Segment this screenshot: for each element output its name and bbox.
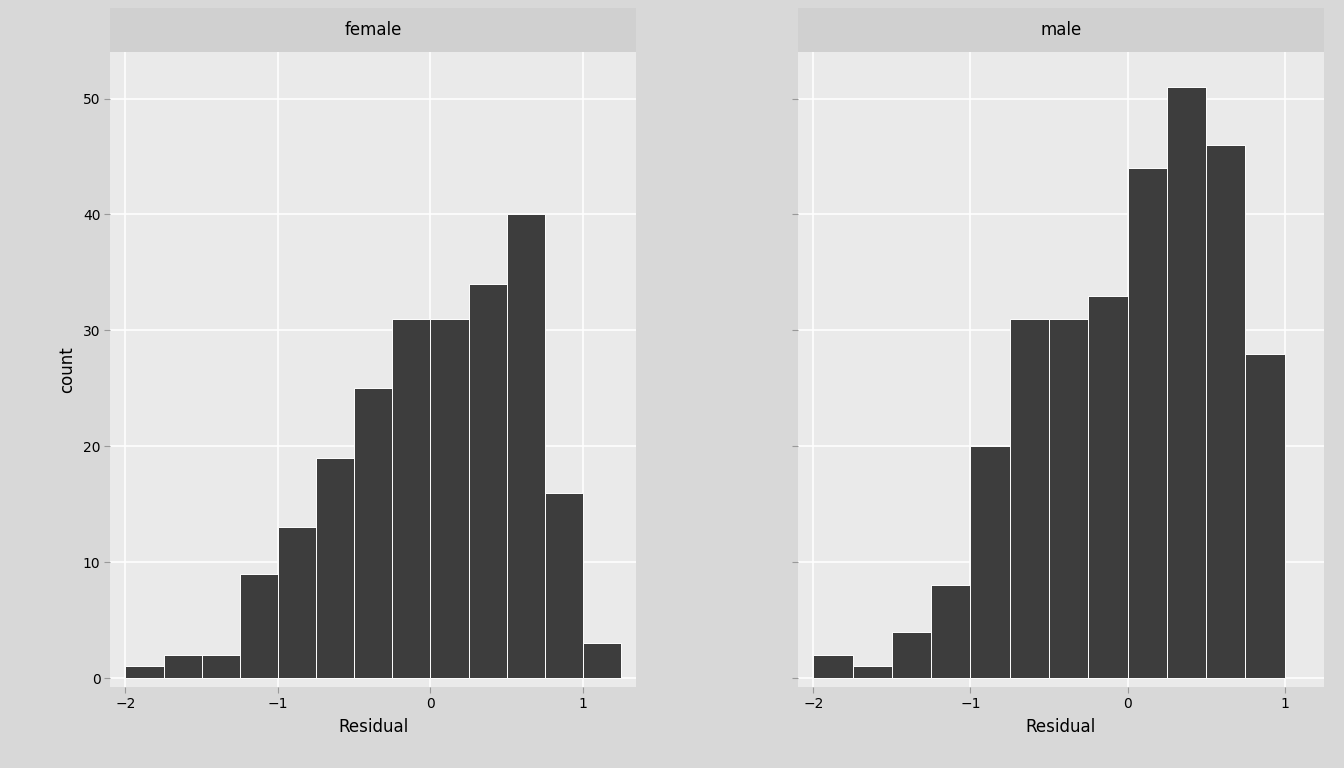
Text: male: male <box>1040 21 1082 39</box>
Bar <box>430 319 469 678</box>
Bar <box>239 574 278 678</box>
Y-axis label: count: count <box>58 346 75 393</box>
Bar <box>1167 87 1206 678</box>
Bar <box>931 585 970 678</box>
Bar <box>892 632 931 678</box>
Bar <box>355 389 392 678</box>
Bar <box>852 667 892 678</box>
Bar <box>583 644 621 678</box>
Bar <box>278 528 316 678</box>
Bar <box>544 492 583 678</box>
Bar <box>316 458 355 678</box>
Bar <box>1009 319 1048 678</box>
Bar <box>392 319 430 678</box>
X-axis label: Residual: Residual <box>339 718 409 736</box>
Bar <box>1246 353 1285 678</box>
Bar <box>1048 319 1089 678</box>
Bar <box>125 667 164 678</box>
Bar <box>1128 168 1167 678</box>
Bar <box>202 655 239 678</box>
Bar <box>507 214 544 678</box>
Bar <box>1206 145 1246 678</box>
Bar <box>1089 296 1128 678</box>
Bar <box>970 446 1009 678</box>
Bar <box>164 655 202 678</box>
Text: female: female <box>344 21 402 39</box>
Bar <box>469 284 507 678</box>
Bar <box>813 655 852 678</box>
X-axis label: Residual: Residual <box>1025 718 1095 736</box>
